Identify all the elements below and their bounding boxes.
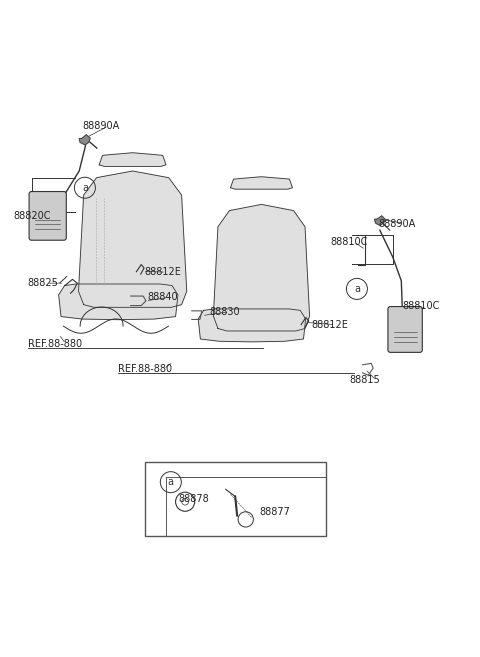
Polygon shape [79,171,187,307]
Text: 88812E: 88812E [144,267,181,277]
Text: REF.88-880: REF.88-880 [28,339,82,349]
Polygon shape [99,152,166,166]
Text: 88825: 88825 [28,278,59,288]
Bar [144,462,326,536]
Text: 88812E: 88812E [312,320,348,330]
FancyBboxPatch shape [388,307,422,352]
Polygon shape [59,284,178,320]
Polygon shape [198,309,306,342]
Text: 88878: 88878 [178,494,209,505]
Text: 88877: 88877 [259,507,290,517]
Polygon shape [79,135,90,145]
Text: a: a [168,477,174,487]
FancyBboxPatch shape [29,192,66,240]
Text: 88890A: 88890A [83,121,120,131]
Text: 88890A: 88890A [378,219,416,229]
Polygon shape [230,177,292,189]
Text: 88815: 88815 [350,375,381,385]
Text: 88820C: 88820C [13,212,51,221]
Text: REF.88-880: REF.88-880 [118,364,172,374]
Text: a: a [354,284,360,294]
Text: 88810C: 88810C [402,301,440,311]
Text: 88830: 88830 [209,307,240,317]
Text: 88840: 88840 [147,292,178,302]
Polygon shape [374,216,385,225]
Text: 88810C: 88810C [331,237,368,246]
Polygon shape [214,204,310,331]
Text: a: a [82,183,88,193]
